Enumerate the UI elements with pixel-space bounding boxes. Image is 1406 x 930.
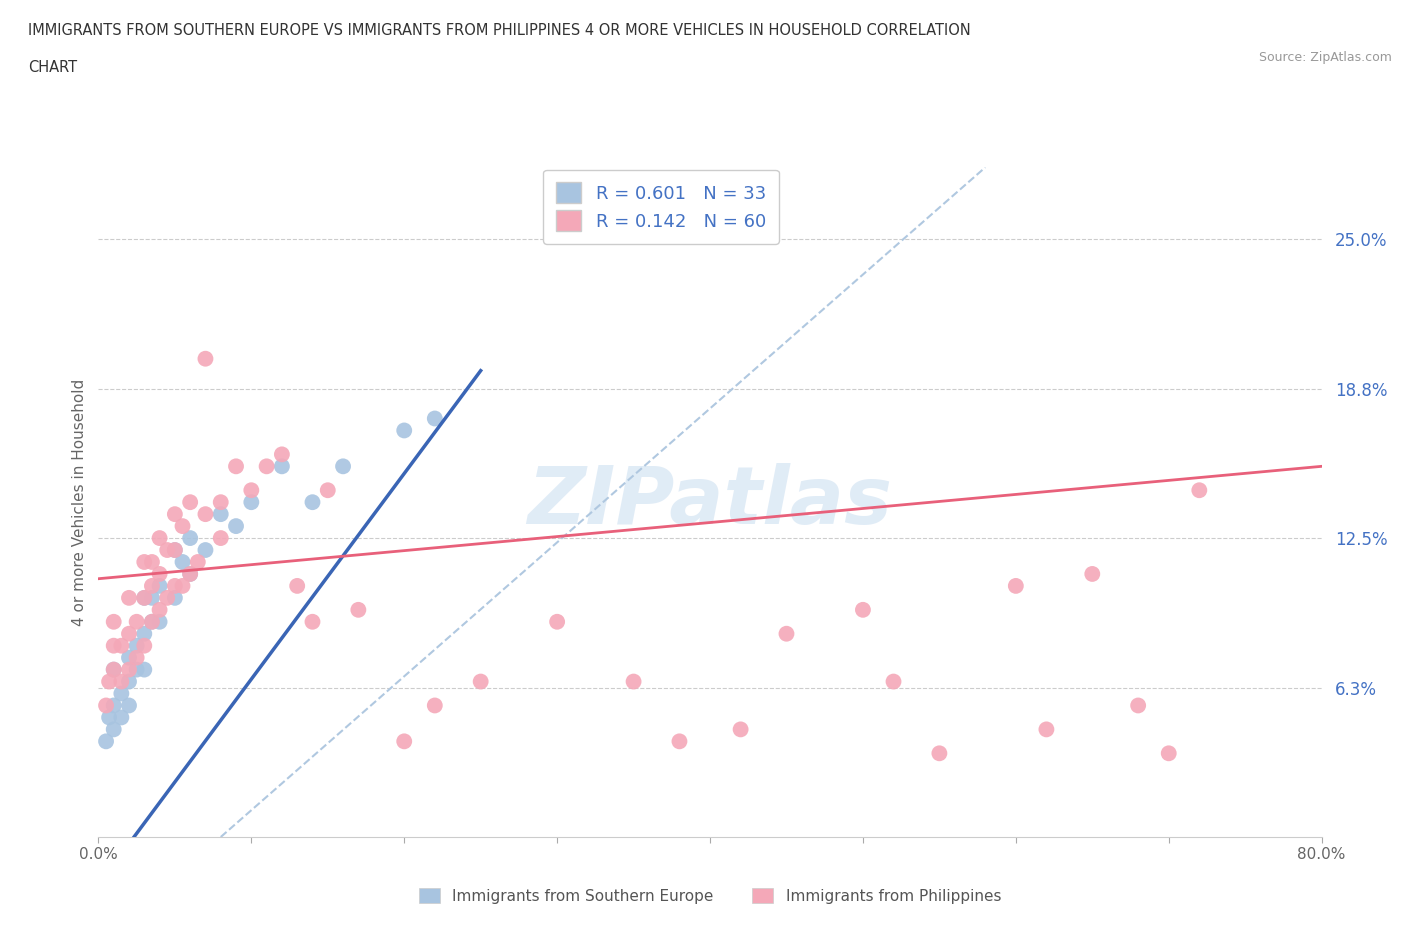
- Point: [179, 531, 201, 546]
- Point: [179, 566, 201, 581]
- Legend: Immigrants from Southern Europe, Immigrants from Philippines: Immigrants from Southern Europe, Immigra…: [413, 882, 1007, 910]
- Point: [118, 674, 141, 689]
- Point: [423, 698, 446, 713]
- Point: [775, 626, 797, 641]
- Point: [179, 495, 201, 510]
- Point: [301, 615, 323, 630]
- Point: [1004, 578, 1026, 593]
- Point: [172, 554, 194, 569]
- Point: [98, 674, 121, 689]
- Point: [110, 686, 132, 701]
- Point: [118, 662, 141, 677]
- Point: [149, 578, 172, 593]
- Point: [98, 710, 121, 724]
- Point: [194, 507, 217, 522]
- Point: [110, 638, 132, 653]
- Point: [134, 591, 156, 605]
- Point: [149, 566, 172, 581]
- Point: [94, 698, 117, 713]
- Point: [928, 746, 950, 761]
- Point: [623, 674, 645, 689]
- Point: [179, 566, 201, 581]
- Point: [118, 650, 141, 665]
- Y-axis label: 4 or more Vehicles in Household: 4 or more Vehicles in Household: [72, 379, 87, 626]
- Point: [332, 458, 354, 473]
- Point: [668, 734, 690, 749]
- Point: [141, 615, 163, 630]
- Point: [423, 411, 446, 426]
- Point: [134, 638, 156, 653]
- Text: Source: ZipAtlas.com: Source: ZipAtlas.com: [1258, 51, 1392, 64]
- Point: [163, 542, 186, 557]
- Point: [103, 638, 125, 653]
- Point: [730, 722, 752, 737]
- Point: [134, 591, 156, 605]
- Point: [156, 542, 179, 557]
- Point: [194, 352, 217, 366]
- Point: [118, 698, 141, 713]
- Text: IMMIGRANTS FROM SOUTHERN EUROPE VS IMMIGRANTS FROM PHILIPPINES 4 OR MORE VEHICLE: IMMIGRANTS FROM SOUTHERN EUROPE VS IMMIG…: [28, 23, 972, 38]
- Point: [240, 483, 263, 498]
- Point: [1188, 483, 1211, 498]
- Point: [470, 674, 492, 689]
- Point: [149, 603, 172, 618]
- Point: [225, 458, 247, 473]
- Point: [94, 734, 117, 749]
- Point: [392, 423, 416, 438]
- Point: [149, 531, 172, 546]
- Point: [134, 626, 156, 641]
- Point: [163, 578, 186, 593]
- Point: [163, 507, 186, 522]
- Point: [118, 591, 141, 605]
- Point: [852, 603, 875, 618]
- Point: [141, 615, 163, 630]
- Point: [347, 603, 370, 618]
- Point: [392, 734, 416, 749]
- Point: [103, 698, 125, 713]
- Point: [110, 674, 132, 689]
- Point: [172, 519, 194, 534]
- Point: [1157, 746, 1180, 761]
- Point: [125, 662, 148, 677]
- Point: [110, 710, 132, 724]
- Point: [134, 554, 156, 569]
- Point: [163, 542, 186, 557]
- Text: CHART: CHART: [28, 60, 77, 75]
- Point: [194, 542, 217, 557]
- Point: [285, 578, 308, 593]
- Point: [301, 495, 323, 510]
- Point: [270, 458, 292, 473]
- Point: [1128, 698, 1150, 713]
- Point: [141, 554, 163, 569]
- Point: [103, 662, 125, 677]
- Point: [103, 722, 125, 737]
- Point: [156, 591, 179, 605]
- Point: [172, 578, 194, 593]
- Point: [118, 626, 141, 641]
- Point: [1035, 722, 1057, 737]
- Point: [209, 495, 232, 510]
- Point: [134, 662, 156, 677]
- Point: [141, 578, 163, 593]
- Point: [225, 519, 247, 534]
- Point: [149, 615, 172, 630]
- Point: [125, 638, 148, 653]
- Point: [187, 554, 209, 569]
- Point: [141, 591, 163, 605]
- Point: [316, 483, 339, 498]
- Text: ZIPatlas: ZIPatlas: [527, 463, 893, 541]
- Point: [209, 507, 232, 522]
- Point: [125, 615, 148, 630]
- Point: [209, 531, 232, 546]
- Point: [163, 591, 186, 605]
- Point: [883, 674, 905, 689]
- Point: [546, 615, 568, 630]
- Point: [103, 615, 125, 630]
- Point: [125, 650, 148, 665]
- Point: [256, 458, 278, 473]
- Point: [270, 447, 292, 462]
- Point: [103, 662, 125, 677]
- Point: [240, 495, 263, 510]
- Point: [1081, 566, 1104, 581]
